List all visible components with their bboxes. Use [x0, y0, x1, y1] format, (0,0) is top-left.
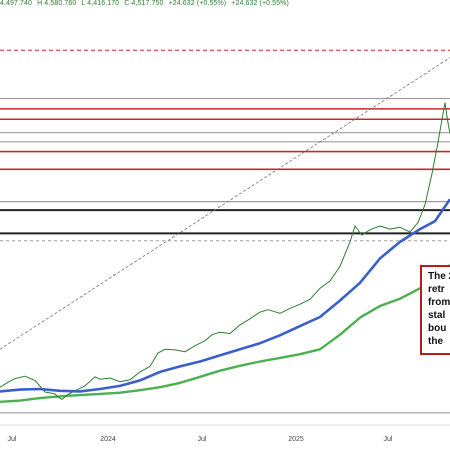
series-line-price	[0, 102, 450, 400]
callout-line: bou	[428, 323, 447, 334]
annotation-callout: The 2 retr from stal bou the	[420, 265, 450, 355]
open-value: 4,497.740	[0, 0, 33, 7]
x-tick-label: 2024	[100, 436, 116, 443]
low-value: L 4,416.170	[81, 0, 120, 7]
callout-line: stal	[428, 310, 446, 321]
x-tick-label: Jul	[198, 436, 207, 443]
callout-line: from	[428, 297, 450, 308]
dashed-trendline	[0, 57, 450, 350]
x-tick-label: Jul	[384, 436, 393, 443]
series-line-ma-blue	[0, 198, 450, 393]
x-tick-label: 2025	[288, 436, 304, 443]
callout-line: the	[428, 336, 443, 347]
ohlc-header: 4,497.740 H 4,580.760 L 4,416.170 C 4,51…	[0, 0, 292, 7]
series-line-ma-green	[0, 264, 450, 403]
change-value-repeat: +24.632 (+0.55%)	[231, 0, 289, 7]
high-value: H 4,580.760	[37, 0, 77, 7]
series-layer	[0, 102, 450, 403]
close-value: C 4,517.750	[124, 0, 164, 7]
horizontal-levels	[0, 49, 450, 414]
x-tick-label: Jul	[8, 436, 17, 443]
callout-line: retr	[428, 284, 445, 295]
change-value: +24.632 (+0.55%)	[168, 0, 227, 7]
x-axis-ticks: Jul 2024 Jul 2025 Jul	[8, 436, 393, 443]
trendline-layer	[0, 57, 450, 350]
callout-line: The 2	[428, 271, 450, 282]
